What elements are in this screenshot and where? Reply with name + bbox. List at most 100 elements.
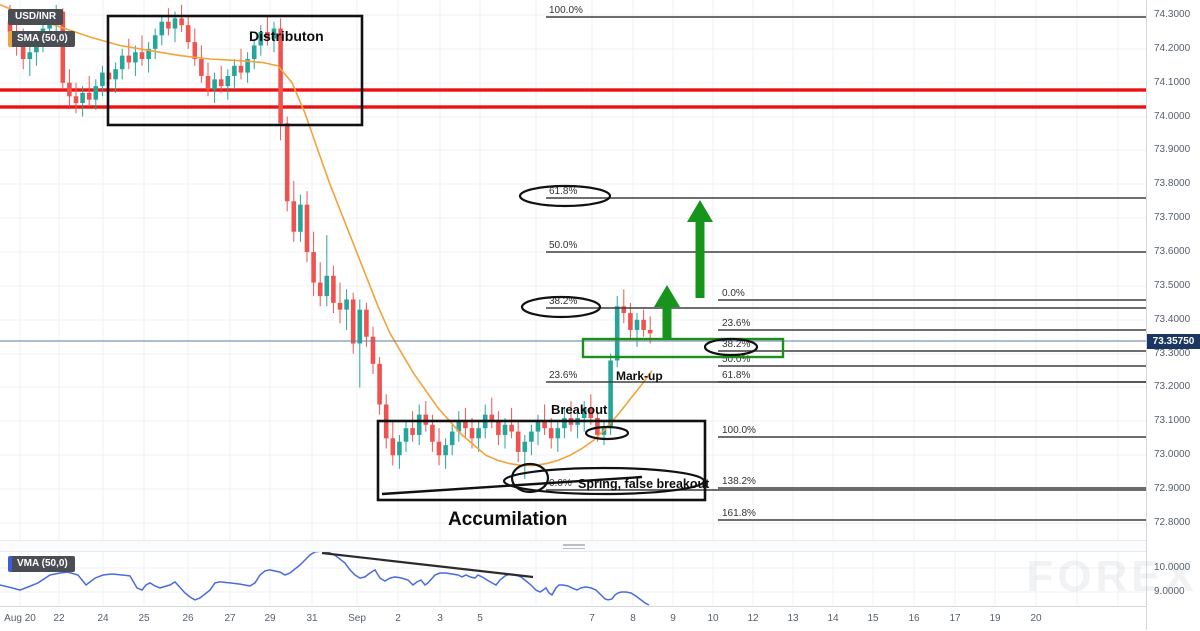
candle-body (251, 45, 257, 60)
candle-body (324, 275, 330, 297)
pane-separator (0, 540, 1146, 552)
candle-body (370, 336, 376, 364)
fib-level-label: 0.0% (722, 288, 745, 299)
candle-body (634, 319, 640, 330)
highlight-ellipse (703, 337, 759, 357)
breakout-annotation[interactable]: Breakout (551, 402, 608, 417)
candle-body (436, 441, 442, 456)
candle-body (185, 25, 191, 43)
spring-annotation[interactable]: Spring, false breakout (578, 477, 710, 491)
candle-body (86, 92, 92, 100)
markup-annotation[interactable]: Mark-up (616, 369, 663, 383)
candle-body (100, 72, 105, 87)
fib-level-label: 23.6% (722, 318, 750, 329)
time-axis-label: 31 (306, 613, 318, 624)
fib-level-label: 50.0% (722, 354, 750, 365)
time-axis-label: 20 (1030, 613, 1042, 624)
candle-body (146, 48, 151, 60)
candle-body (357, 309, 363, 344)
candle-body (311, 252, 316, 283)
candle-body (364, 309, 369, 337)
candle-body (225, 75, 231, 87)
symbol-badge[interactable]: USD/INR (8, 9, 64, 25)
sma-legend-badge[interactable]: SMA (50,0) (8, 31, 75, 47)
candle-body (80, 92, 85, 104)
highlight-ellipse (584, 425, 630, 441)
distribution-annotation[interactable]: Distributon (249, 28, 324, 44)
time-axis-label: 29 (264, 613, 276, 624)
candle-body (278, 28, 283, 124)
last-price-label: 73.35750 (1147, 334, 1200, 349)
indicator-pane[interactable] (0, 552, 1146, 606)
candle-body (489, 414, 495, 422)
up-arrow (687, 200, 713, 298)
price-axis-label: 73.0000 (1154, 449, 1191, 460)
candle-body (562, 418, 567, 429)
time-axis-label: 7 (589, 613, 595, 624)
price-axis-label: 73.3000 (1154, 348, 1191, 359)
price-axis-label: 72.8000 (1154, 517, 1191, 528)
fib-level-label: 61.8% (722, 370, 750, 381)
candle-body (509, 424, 514, 432)
candle-body (271, 28, 277, 39)
price-axis-label: 74.3000 (1154, 9, 1191, 20)
price-axis[interactable]: 73.35750 74.3000 74.2000 74.1000 74.0000 73.… (1146, 0, 1200, 630)
watermark: FOREX (1026, 552, 1198, 601)
time-axis-label: 14 (827, 613, 839, 624)
candle-body (476, 428, 481, 439)
highlight-ellipse (510, 462, 550, 494)
fib-level-label: 50.0% (549, 240, 577, 251)
candle-body (502, 424, 508, 435)
time-axis-label: 16 (908, 613, 920, 624)
candle-body (555, 428, 561, 439)
candle-body (390, 438, 396, 456)
candle-body (126, 55, 132, 63)
vma-line (0, 552, 650, 606)
handle-bar (563, 544, 585, 546)
candle-body (205, 75, 211, 90)
candle-body (430, 424, 435, 442)
time-axis-label: 22 (53, 613, 65, 624)
candle-body (133, 52, 138, 63)
red-resistance-line (0, 88, 1146, 92)
grid-layer (0, 0, 1146, 540)
time-axis-label: 9 (670, 613, 676, 624)
candle-body (416, 414, 422, 435)
candle-body (628, 313, 633, 330)
candle-body (7, 21, 13, 32)
candle-body (166, 21, 171, 29)
candle-body (152, 35, 158, 49)
candle-body (265, 31, 270, 39)
fib-level-label: 23.6% (549, 370, 577, 381)
time-axis-label: 26 (182, 613, 194, 624)
candle-body (403, 428, 409, 442)
time-axis[interactable]: Aug 20 22 24 25 26 27 29 31 Sep 2 3 5 7 8 9 10 12 13 14 15 1… (0, 606, 1146, 631)
candle-body (515, 431, 521, 452)
candle-body (291, 201, 297, 232)
time-axis-label: 25 (138, 613, 150, 624)
time-axis-label: 5 (477, 613, 483, 624)
price-axis-label: 73.7000 (1154, 212, 1191, 223)
vma-legend-badge[interactable]: VMA (50,0) (8, 556, 75, 572)
highlight-ellipse (518, 184, 612, 208)
candle-body (535, 421, 541, 432)
handle-bar (563, 547, 585, 549)
accumulation-box (376, 419, 707, 502)
pane-resize-handle[interactable] (563, 544, 585, 549)
time-axis-label: 3 (437, 613, 443, 624)
price-pane[interactable]: 100.0% 61.8% 50.0% 38.2% 23.6% 0.0%0.0% 23.6% 3… (0, 0, 1146, 540)
candle-body (542, 421, 547, 429)
accumulation-annotation[interactable]: Accumilation (448, 509, 568, 530)
candle-body (245, 59, 250, 73)
candle-body (284, 123, 290, 202)
candle-body (581, 407, 587, 419)
time-axis-label: 13 (787, 613, 799, 624)
fib-level-label: 38.2% (549, 296, 577, 307)
candle-body (522, 441, 528, 452)
time-axis-label: 27 (224, 613, 236, 624)
candle-body (601, 428, 607, 435)
time-axis-label: 17 (949, 613, 961, 624)
time-axis-label: 24 (97, 613, 109, 624)
price-axis-label: 72.9000 (1154, 483, 1191, 494)
